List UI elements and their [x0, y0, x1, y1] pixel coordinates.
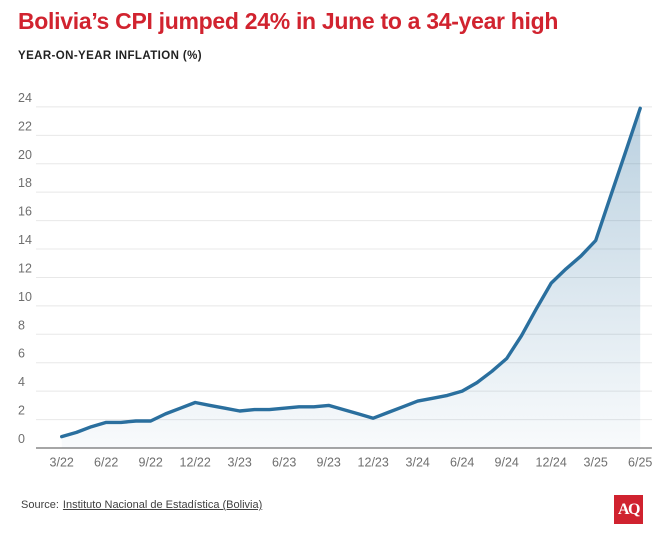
source-line: Source: Instituto Nacional de Estadística…: [21, 499, 262, 511]
y-axis-label: 8: [18, 318, 25, 332]
x-axis-label: 12/23: [358, 456, 389, 470]
source-link[interactable]: Instituto Nacional de Estadística (Boliv…: [62, 499, 263, 511]
x-axis-label: 3/23: [228, 456, 252, 470]
y-axis-label: 10: [18, 290, 32, 304]
inflation-line: [60, 106, 642, 439]
x-axis-label: 6/22: [94, 456, 118, 470]
x-axis-label: 9/22: [139, 456, 163, 470]
y-axis-label: 18: [18, 176, 32, 190]
x-axis-label: 6/24: [450, 456, 474, 470]
x-axis-label: 3/25: [584, 456, 608, 470]
x-axis-label: 3/22: [50, 456, 74, 470]
x-axis-label: 12/24: [536, 456, 567, 470]
y-axis-label: 12: [18, 261, 32, 275]
y-axis-label: 14: [18, 233, 32, 247]
x-axis-label: 6/23: [272, 456, 296, 470]
source-label: Source:: [21, 499, 59, 511]
x-axis-label: 9/23: [317, 456, 341, 470]
chart-subtitle: YEAR-ON-YEAR INFLATION (%): [18, 50, 202, 62]
y-axis-label: 2: [18, 404, 25, 418]
x-axis-label: 6/25: [628, 456, 652, 470]
x-axis-label: 9/24: [495, 456, 519, 470]
x-axis-label: 12/22: [180, 456, 211, 470]
y-axis-label: 20: [18, 148, 32, 162]
y-axis-label: 24: [18, 91, 32, 105]
y-axis-label: 6: [18, 347, 25, 361]
chart-title: Bolivia’s CPI jumped 24% in June to a 34…: [18, 8, 559, 34]
x-axis-label: 3/24: [406, 456, 430, 470]
y-axis-label: 0: [18, 432, 25, 446]
y-axis-label: 22: [18, 119, 32, 133]
inflation-area-fill: [61, 108, 641, 449]
y-axis-label: 4: [18, 375, 25, 389]
aq-logo[interactable]: AQ: [614, 495, 643, 524]
y-axis-label: 16: [18, 205, 32, 219]
